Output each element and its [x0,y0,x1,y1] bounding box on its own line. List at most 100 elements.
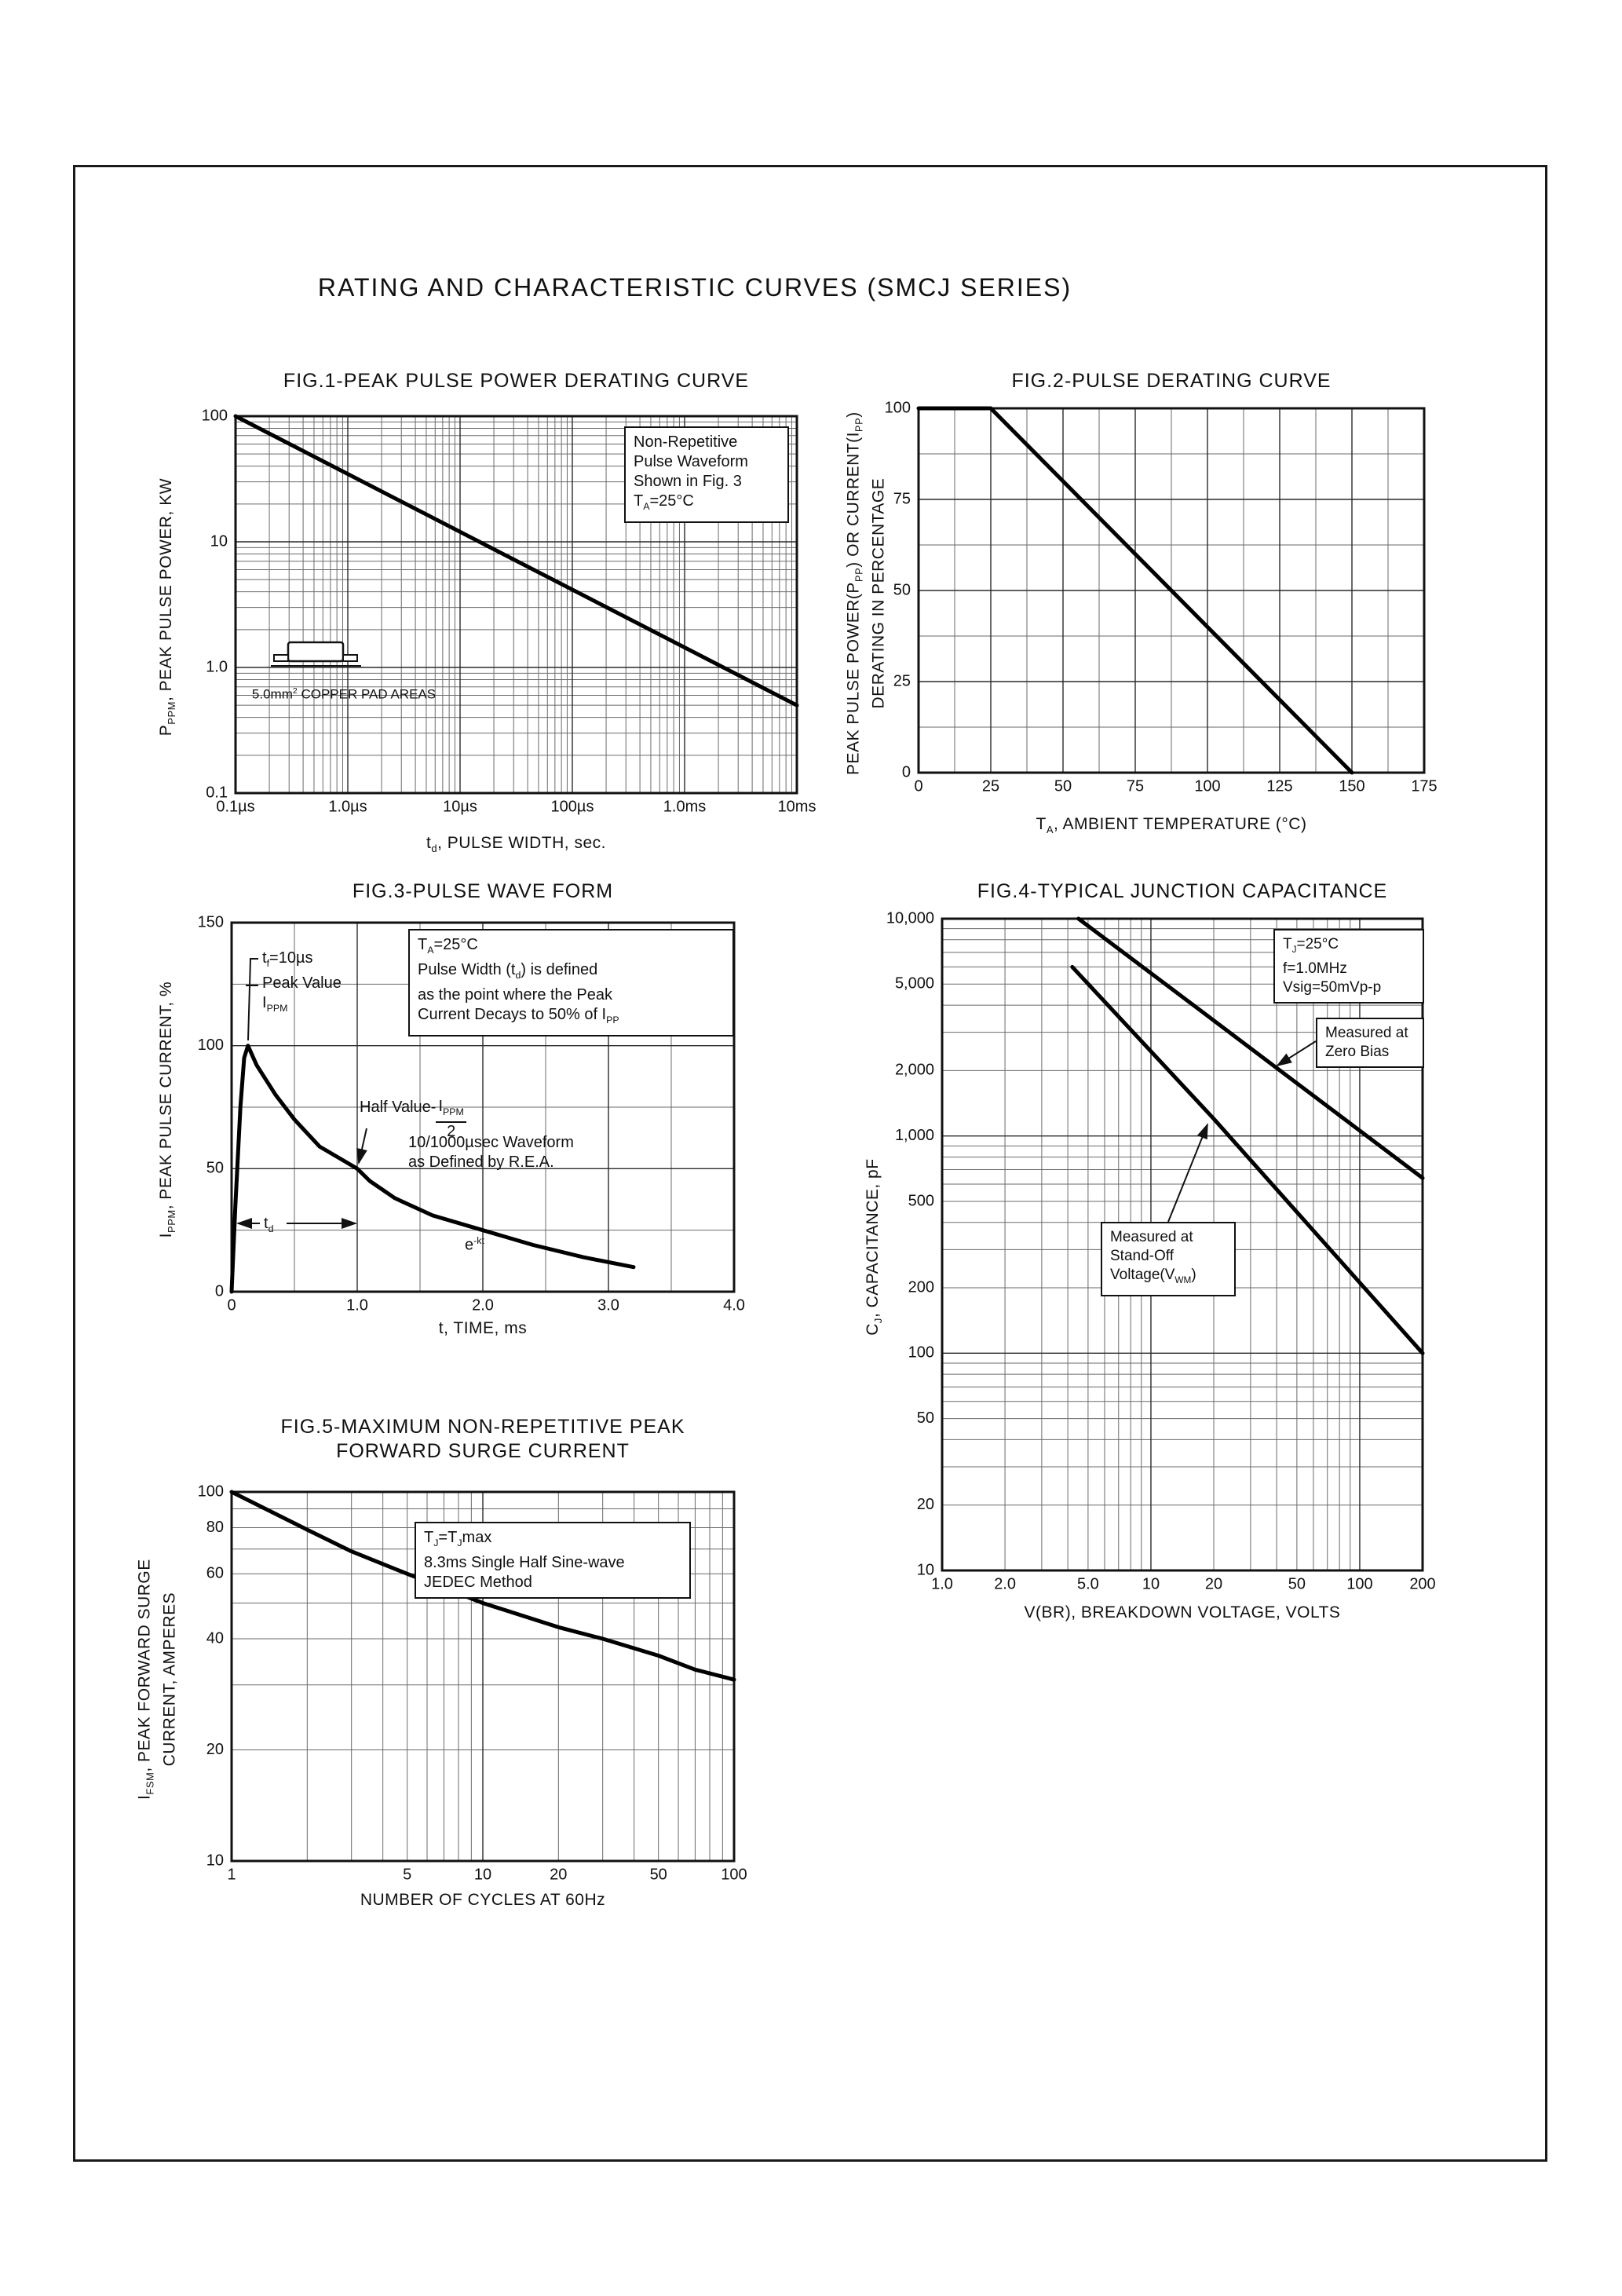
figure-3-title: FIG.3-PULSE WAVE FORM [352,880,614,902]
fig2-x-tick-label: 125 [1266,778,1292,795]
fig3-x-tick-label: 0 [227,1297,236,1314]
fig5-x-tick-label: 5 [403,1866,411,1884]
figure-1-y-axis-label: PPPM, PEAK PULSE POWER, KW [156,477,178,737]
figure-3-peak-value-label: Peak Value IPPM [262,974,342,1014]
fig3-series-pulse-waveform [229,1044,636,1294]
page-border-frame [73,165,1547,2162]
half-value-denominator: 2 [447,1123,456,1140]
half-value-fraction: IPPM 2 [436,1098,466,1141]
fig4-y-tick-label: 20 [917,1496,934,1513]
fig4-y-tick-label: 10 [917,1561,934,1578]
figure-3-y-axis-label: IPPM, PEAK PULSE CURRENT, % [156,981,178,1238]
figure-2-y-axis-label: PEAK PULSE POWER(PPP) OR CURRENT(IPP) DER… [844,411,888,775]
figure-3-half-value-label: Half Value- IPPM 2 [360,1098,466,1141]
fig4-series-measured-at-zero-bias [1076,916,1425,1180]
figure-3-ekt-label: e-kt [465,1235,484,1254]
fig1-y-tick-label: 100 [202,407,228,424]
fig1-y-tick-label: 10 [210,532,228,550]
figure-3-td-label: td [264,1215,274,1234]
figure-3-chart: 0 1.0 2.0 3.0 4.0 0 50 100 150 [198,913,745,1314]
fig2-x-tick-label: 175 [1411,778,1437,795]
fig4-y-tick-label: 5,000 [895,975,934,993]
fig5-y-tick-label: 100 [198,1483,224,1500]
figure-1-x-axis-label: td, PULSE WIDTH, sec. [426,834,606,855]
fig4-x-tick-label: 2.0 [994,1576,1016,1593]
fig2-x-tick-label: 150 [1339,778,1364,795]
fig4-y-tick-label: 1,000 [895,1127,934,1144]
figure-1-copper-pad-label: 5.0mm2 COPPER PAD AREAS [251,686,437,702]
fig5-plot-border [230,1490,736,1863]
fig2-x-tick-label: 0 [914,778,922,795]
fig5-series-peak-forward-surge-current [229,1490,736,1682]
fig2-plot-border [917,407,1426,774]
page-title: RATING AND CHARACTERISTIC CURVES (SMCJ S… [317,273,1072,302]
fig3-x-tick-label: 1.0 [346,1297,368,1314]
fig1-x-tick-label: 10µs [443,799,477,816]
fig2-y-tick-label: 25 [893,672,911,689]
figure-5-title: FIG.5-MAXIMUM NON-REPETITIVE PEAK FORWARD… [280,1416,685,1462]
fig4-x-tick-label: 100 [1346,1576,1372,1593]
fig3-x-tick-label: 3.0 [597,1297,619,1314]
figure-5-y-axis-label: IFSM, PEAK FORWARD SURGE CURRENT, AMPERES [135,1559,179,1800]
fig1-x-tick-label: 1.0ms [663,799,706,816]
fig1-series-peak-pulse-power-derating [233,414,799,707]
fig3-y-tick-label: 100 [198,1036,224,1054]
fig4-x-tick-label: 200 [1409,1576,1435,1593]
fig4-x-tick-label: 20 [1205,1576,1222,1593]
figure-2-title: FIG.2-PULSE DERATING CURVE [1011,370,1332,392]
figure-4-title: FIG.4-TYPICAL JUNCTION CAPACITANCE [977,880,1388,902]
fig1-x-tick-label: 0.1µs [216,799,254,816]
figure-4-x-axis-label: V(BR), BREAKDOWN VOLTAGE, VOLTS [1024,1603,1341,1621]
fig2-y-tick-label: 100 [885,399,911,416]
fig2-x-tick-label: 25 [982,778,999,795]
fig1-x-tick-label: 10ms [778,799,816,816]
figure-2-chart: 0 25 50 75 100 125 150 175 0 25 50 75 100 [885,399,1438,795]
fig5-x-tick-label: 50 [650,1866,667,1884]
fig2-x-tick-label: 100 [1194,778,1220,795]
fig5-y-tick-label: 20 [206,1741,224,1758]
fig1-y-tick-label: 0.1 [206,784,228,801]
fig3-y-tick-label: 0 [215,1282,224,1300]
figure-4-y-axis-label: CJ, CAPACITANCE, pF [863,1158,885,1336]
fig1-x-tick-label: 1.0µs [328,799,367,816]
fig4-plot-border [941,917,1424,1572]
figure-4-conditions-note: TJ=25°C f=1.0MHz Vsig=50mVp-p [1273,929,1424,1004]
fig3-x-tick-label: 2.0 [472,1297,494,1314]
fig3-y-tick-label: 50 [206,1160,224,1177]
fig5-x-tick-label: 100 [721,1866,747,1884]
fig5-x-tick-label: 10 [474,1866,491,1884]
fig2-x-tick-label: 50 [1054,778,1072,795]
fig2-y-tick-label: 75 [893,490,911,507]
fig4-y-tick-label: 200 [908,1278,934,1296]
figure-1-note: Non-Repetitive Pulse Waveform Shown in Fig… [624,426,789,523]
figure-3-pulse-width-note: TA=25°C Pulse Width (td) is defined as the… [408,929,734,1036]
fig3-x-tick-label: 4.0 [723,1297,745,1314]
fig4-y-tick-label: 50 [917,1409,934,1427]
fig4-y-tick-label: 10,000 [886,909,934,927]
figure-5-conditions-note: TJ=TJmax 8.3ms Single Half Sine-wave JEDEC… [415,1522,691,1599]
fig5-y-tick-label: 10 [206,1852,224,1869]
fig4-series-measured-at-stand-off-voltage [1070,964,1425,1355]
fig4-x-tick-label: 1.0 [931,1576,953,1593]
fig4-y-tick-label: 2,000 [895,1062,934,1079]
fig4-y-tick-label: 100 [908,1344,934,1362]
fig3-plot-border [230,921,736,1293]
half-value-numerator: IPPM [436,1098,466,1123]
fig1-x-tick-label: 100µs [551,799,594,816]
fig5-y-tick-label: 40 [206,1629,224,1647]
fig5-x-tick-label: 20 [550,1866,567,1884]
figure-3-tf-label: tf=10µs [262,949,313,969]
fig1-y-tick-label: 1.0 [206,658,228,675]
fig4-x-tick-label: 5.0 [1077,1576,1099,1593]
figure-4-stand-off-label: Measured at Stand-Off Voltage(VWM) [1101,1222,1236,1296]
fig2-y-tick-label: 0 [902,763,911,781]
fig2-y-tick-label: 50 [893,581,911,598]
figure-3-x-axis-label: t, TIME, ms [438,1319,528,1337]
fig4-y-tick-label: 500 [908,1192,934,1209]
fig4-x-tick-label: 10 [1142,1576,1160,1593]
figure-2-x-axis-label: TA, AMBIENT TEMPERATURE (°C) [1036,815,1307,836]
fig5-y-tick-label: 60 [206,1565,224,1582]
figure-3-waveform-label: 10/1000µsec Waveform as Defined by R.E.A. [408,1134,574,1171]
fig5-y-tick-label: 80 [206,1519,224,1536]
